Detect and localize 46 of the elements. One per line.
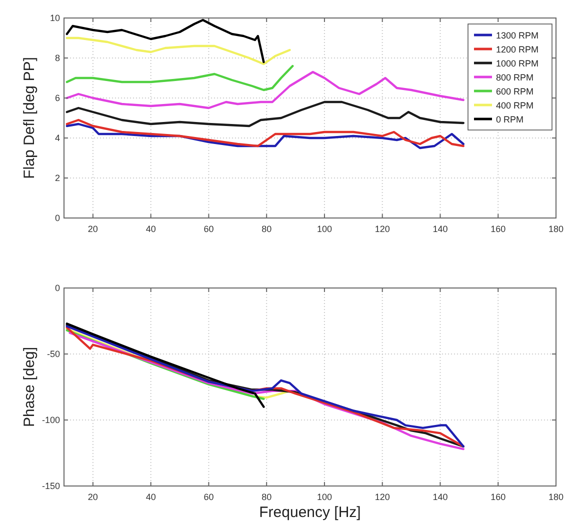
y-tick-label: 6: [54, 93, 60, 103]
y-tick-label: 0: [54, 283, 60, 293]
y-tick-label: 8: [54, 53, 60, 63]
y-tick-label: -50: [46, 349, 60, 359]
line-series: [66, 122, 464, 150]
x-tick-label: 20: [88, 492, 98, 502]
y-tick-label: 10: [50, 13, 60, 23]
x-tick-label: 80: [262, 492, 272, 502]
y-tick-label: -100: [42, 415, 60, 425]
line-series: [66, 36, 291, 66]
x-tick-label: 120: [374, 492, 390, 502]
line-series: [66, 118, 464, 148]
y-tick-label: 4: [54, 133, 60, 143]
x-tick-label: 160: [490, 492, 506, 502]
x-tick-label: 80: [262, 224, 272, 234]
x-tick-label: 60: [204, 224, 214, 234]
y-tick-label: -150: [42, 481, 60, 491]
x-tick-label: 140: [432, 492, 448, 502]
y-tick-label: 2: [54, 173, 60, 183]
legend-label: 1000 RPM: [496, 58, 539, 68]
x-axis-title: Frequency [Hz]: [259, 504, 361, 521]
x-tick-label: 20: [88, 224, 98, 234]
x-tick-label: 180: [548, 224, 564, 234]
line-series: [66, 64, 294, 92]
legend-label: 400 RPM: [496, 100, 534, 110]
y-axis-title: Phase [deg]: [21, 346, 38, 428]
line-series: [66, 70, 464, 110]
y-axis-title: Flap Defl [deg PP]: [21, 57, 38, 179]
legend-label: 1300 RPM: [496, 30, 539, 40]
x-tick-label: 40: [146, 224, 156, 234]
legend-label: 800 RPM: [496, 72, 534, 82]
x-tick-label: 40: [146, 492, 156, 502]
line-series: [66, 18, 265, 64]
legend-label: 1200 RPM: [496, 44, 539, 54]
x-tick-label: 140: [432, 224, 448, 234]
x-tick-label: 60: [204, 492, 214, 502]
x-tick-label: 160: [490, 224, 506, 234]
x-tick-label: 120: [374, 224, 390, 234]
y-tick-label: 0: [54, 213, 60, 223]
legend-label: 0 RPM: [496, 114, 524, 124]
x-tick-label: 180: [548, 492, 564, 502]
x-tick-label: 100: [316, 224, 332, 234]
line-series: [66, 100, 464, 128]
line-series: [66, 322, 265, 408]
x-tick-label: 100: [316, 492, 332, 502]
legend-label: 600 RPM: [496, 86, 534, 96]
